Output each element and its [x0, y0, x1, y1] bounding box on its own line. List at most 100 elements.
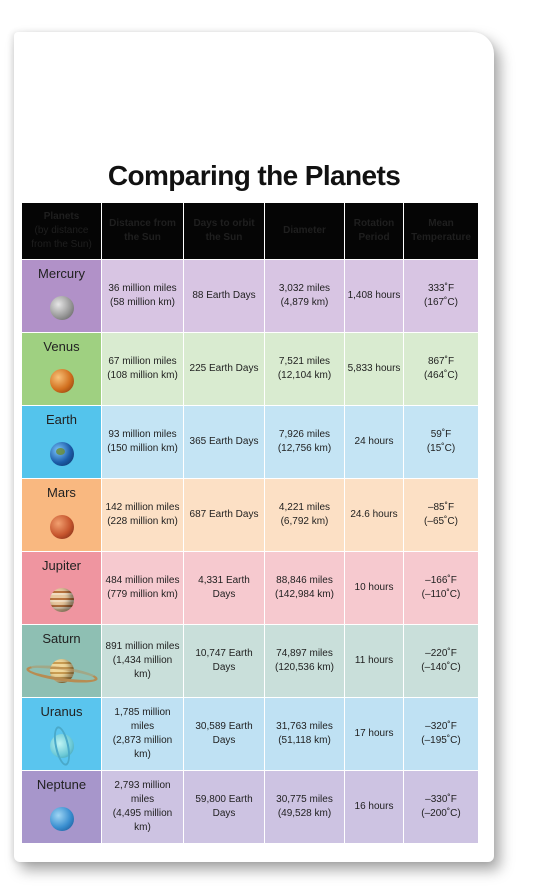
header-planets-line3: from the Sun) — [31, 239, 92, 250]
planet-name: Jupiter — [41, 558, 82, 573]
diameter-km: (4,879 km) — [280, 297, 329, 308]
planet-name-cell: Earth — [21, 405, 102, 479]
distance-cell: 891 million miles (1,434 million km) — [101, 624, 184, 698]
planet-name: Neptune — [36, 777, 87, 792]
diameter-cell: 4,221 miles (6,792 km) — [264, 478, 345, 552]
earth-icon — [49, 442, 74, 466]
planet-name: Venus — [43, 339, 80, 354]
diameter-km: (49,528 km) — [277, 808, 332, 819]
header-rotation: Rotation Period — [344, 202, 404, 260]
distance-miles: 891 million miles — [105, 641, 180, 652]
temperature-cell: –85˚F (–65˚C) — [403, 478, 479, 552]
venus-icon — [49, 369, 74, 393]
diameter-cell: 74,897 miles (120,536 km) — [264, 624, 345, 698]
distance-km: (1,434 million km) — [112, 655, 173, 680]
distance-km: (228 million km) — [107, 516, 178, 527]
diameter-cell: 7,926 miles (12,756 km) — [264, 405, 345, 479]
distance-km: (108 million km) — [107, 370, 178, 381]
rotation-cell: 10 hours — [344, 551, 404, 625]
rotation-cell: 11 hours — [344, 624, 404, 698]
header-planets-line1: Planets — [43, 211, 80, 222]
diameter-miles: 3,032 miles — [278, 283, 331, 294]
orbit-cell: 225 Earth Days — [183, 332, 265, 406]
page-title: Comparing the Planets — [107, 160, 401, 191]
diameter-cell: 3,032 miles (4,879 km) — [264, 259, 345, 333]
table-row-neptune: Neptune 2,793 million miles (4,495 millio… — [21, 770, 479, 844]
uranus-icon — [49, 734, 74, 758]
temperature-c: (–140˚C) — [421, 662, 461, 673]
header-rotation-line2: Period — [358, 232, 390, 243]
saturn-icon — [49, 659, 74, 683]
planet-name-cell: Venus — [21, 332, 102, 406]
rotation-cell: 24 hours — [344, 405, 404, 479]
temperature-c: (15˚C) — [426, 443, 456, 454]
temperature-c: (–110˚C) — [421, 589, 461, 600]
diameter-cell: 30,775 miles (49,528 km) — [264, 770, 345, 844]
header-orbit: Days to orbit the Sun — [183, 202, 265, 260]
diameter-miles: 74,897 miles — [276, 648, 333, 659]
rotation-cell: 24.6 hours — [344, 478, 404, 552]
planet-name-cell: Mars — [21, 478, 102, 552]
planets-table: Planets (by distance from the Sun) Dista… — [21, 202, 479, 844]
distance-cell: 36 million miles (58 million km) — [101, 259, 184, 333]
header-row: Planets (by distance from the Sun) Dista… — [21, 202, 479, 260]
table-row-earth: Earth 93 million miles (150 million km) 3… — [21, 405, 479, 479]
header-distance: Distance from the Sun — [101, 202, 184, 260]
temperature-c: (–200˚C) — [421, 808, 461, 819]
temperature-cell: –320˚F (–195˚C) — [403, 697, 479, 771]
distance-cell: 1,785 million miles (2,873 million km) — [101, 697, 184, 771]
planet-name-cell: Uranus — [21, 697, 102, 771]
distance-km: (150 million km) — [107, 443, 178, 454]
diameter-miles: 7,926 miles — [278, 429, 331, 440]
orbit-cell: 30,589 Earth Days — [183, 697, 265, 771]
distance-cell: 142 million miles (228 million km) — [101, 478, 184, 552]
distance-miles: 142 million miles — [105, 502, 180, 513]
diameter-miles: 4,221 miles — [278, 502, 331, 513]
neptune-icon — [49, 807, 74, 831]
distance-km: (779 million km) — [107, 589, 178, 600]
header-rotation-line1: Rotation — [353, 218, 395, 229]
temperature-c: (464˚C) — [424, 370, 458, 381]
distance-miles: 484 million miles — [105, 575, 180, 586]
table-row-mercury: Mercury 36 million miles (58 million km) … — [21, 259, 479, 333]
planet-name-cell: Saturn — [21, 624, 102, 698]
planet-name: Mercury — [38, 266, 85, 281]
distance-miles: 36 million miles — [108, 283, 177, 294]
temperature-f: 867˚F — [427, 356, 455, 367]
orbit-cell: 59,800 Earth Days — [183, 770, 265, 844]
diameter-miles: 30,775 miles — [276, 794, 333, 805]
temperature-f: 59˚F — [430, 429, 452, 440]
header-distance-line2: the Sun — [124, 232, 161, 243]
header-planets-line2: (by distance — [34, 225, 89, 236]
header-planets: Planets (by distance from the Sun) — [21, 202, 102, 260]
diameter-cell: 31,763 miles (51,118 km) — [264, 697, 345, 771]
temperature-c: (–65˚C) — [424, 516, 458, 527]
table-row-uranus: Uranus 1,785 million miles (2,873 million… — [21, 697, 479, 771]
mars-icon — [49, 515, 74, 539]
header-temperature: Mean Temperature — [403, 202, 479, 260]
planet-name-cell: Neptune — [21, 770, 102, 844]
diameter-cell: 88,846 miles (142,984 km) — [264, 551, 345, 625]
diameter-km: (142,984 km) — [275, 589, 334, 600]
diameter-miles: 31,763 miles — [276, 721, 333, 732]
table-row-mars: Mars 142 million miles (228 million km) 6… — [21, 478, 479, 552]
planet-name-cell: Mercury — [21, 259, 102, 333]
diameter-km: (120,536 km) — [275, 662, 334, 673]
distance-cell: 484 million miles (779 million km) — [101, 551, 184, 625]
orbit-cell: 365 Earth Days — [183, 405, 265, 479]
temperature-c: (–195˚C) — [421, 735, 461, 746]
table-row-jupiter: Jupiter 484 million miles (779 million km… — [21, 551, 479, 625]
temperature-f: –320˚F — [425, 721, 457, 732]
temperature-f: –166˚F — [425, 575, 457, 586]
distance-km: (58 million km) — [109, 297, 175, 308]
distance-cell: 67 million miles (108 million km) — [101, 332, 184, 406]
temperature-f: 333˚F — [427, 283, 455, 294]
diameter-miles: 7,521 miles — [278, 356, 331, 367]
diameter-km: (51,118 km) — [278, 735, 331, 746]
planet-name-cell: Jupiter — [21, 551, 102, 625]
diameter-km: (12,756 km) — [277, 443, 332, 454]
diameter-km: (12,104 km) — [277, 370, 332, 381]
planet-name: Mars — [47, 485, 76, 500]
orbit-cell: 10,747 Earth Days — [183, 624, 265, 698]
temperature-cell: –330˚F (–200˚C) — [403, 770, 479, 844]
